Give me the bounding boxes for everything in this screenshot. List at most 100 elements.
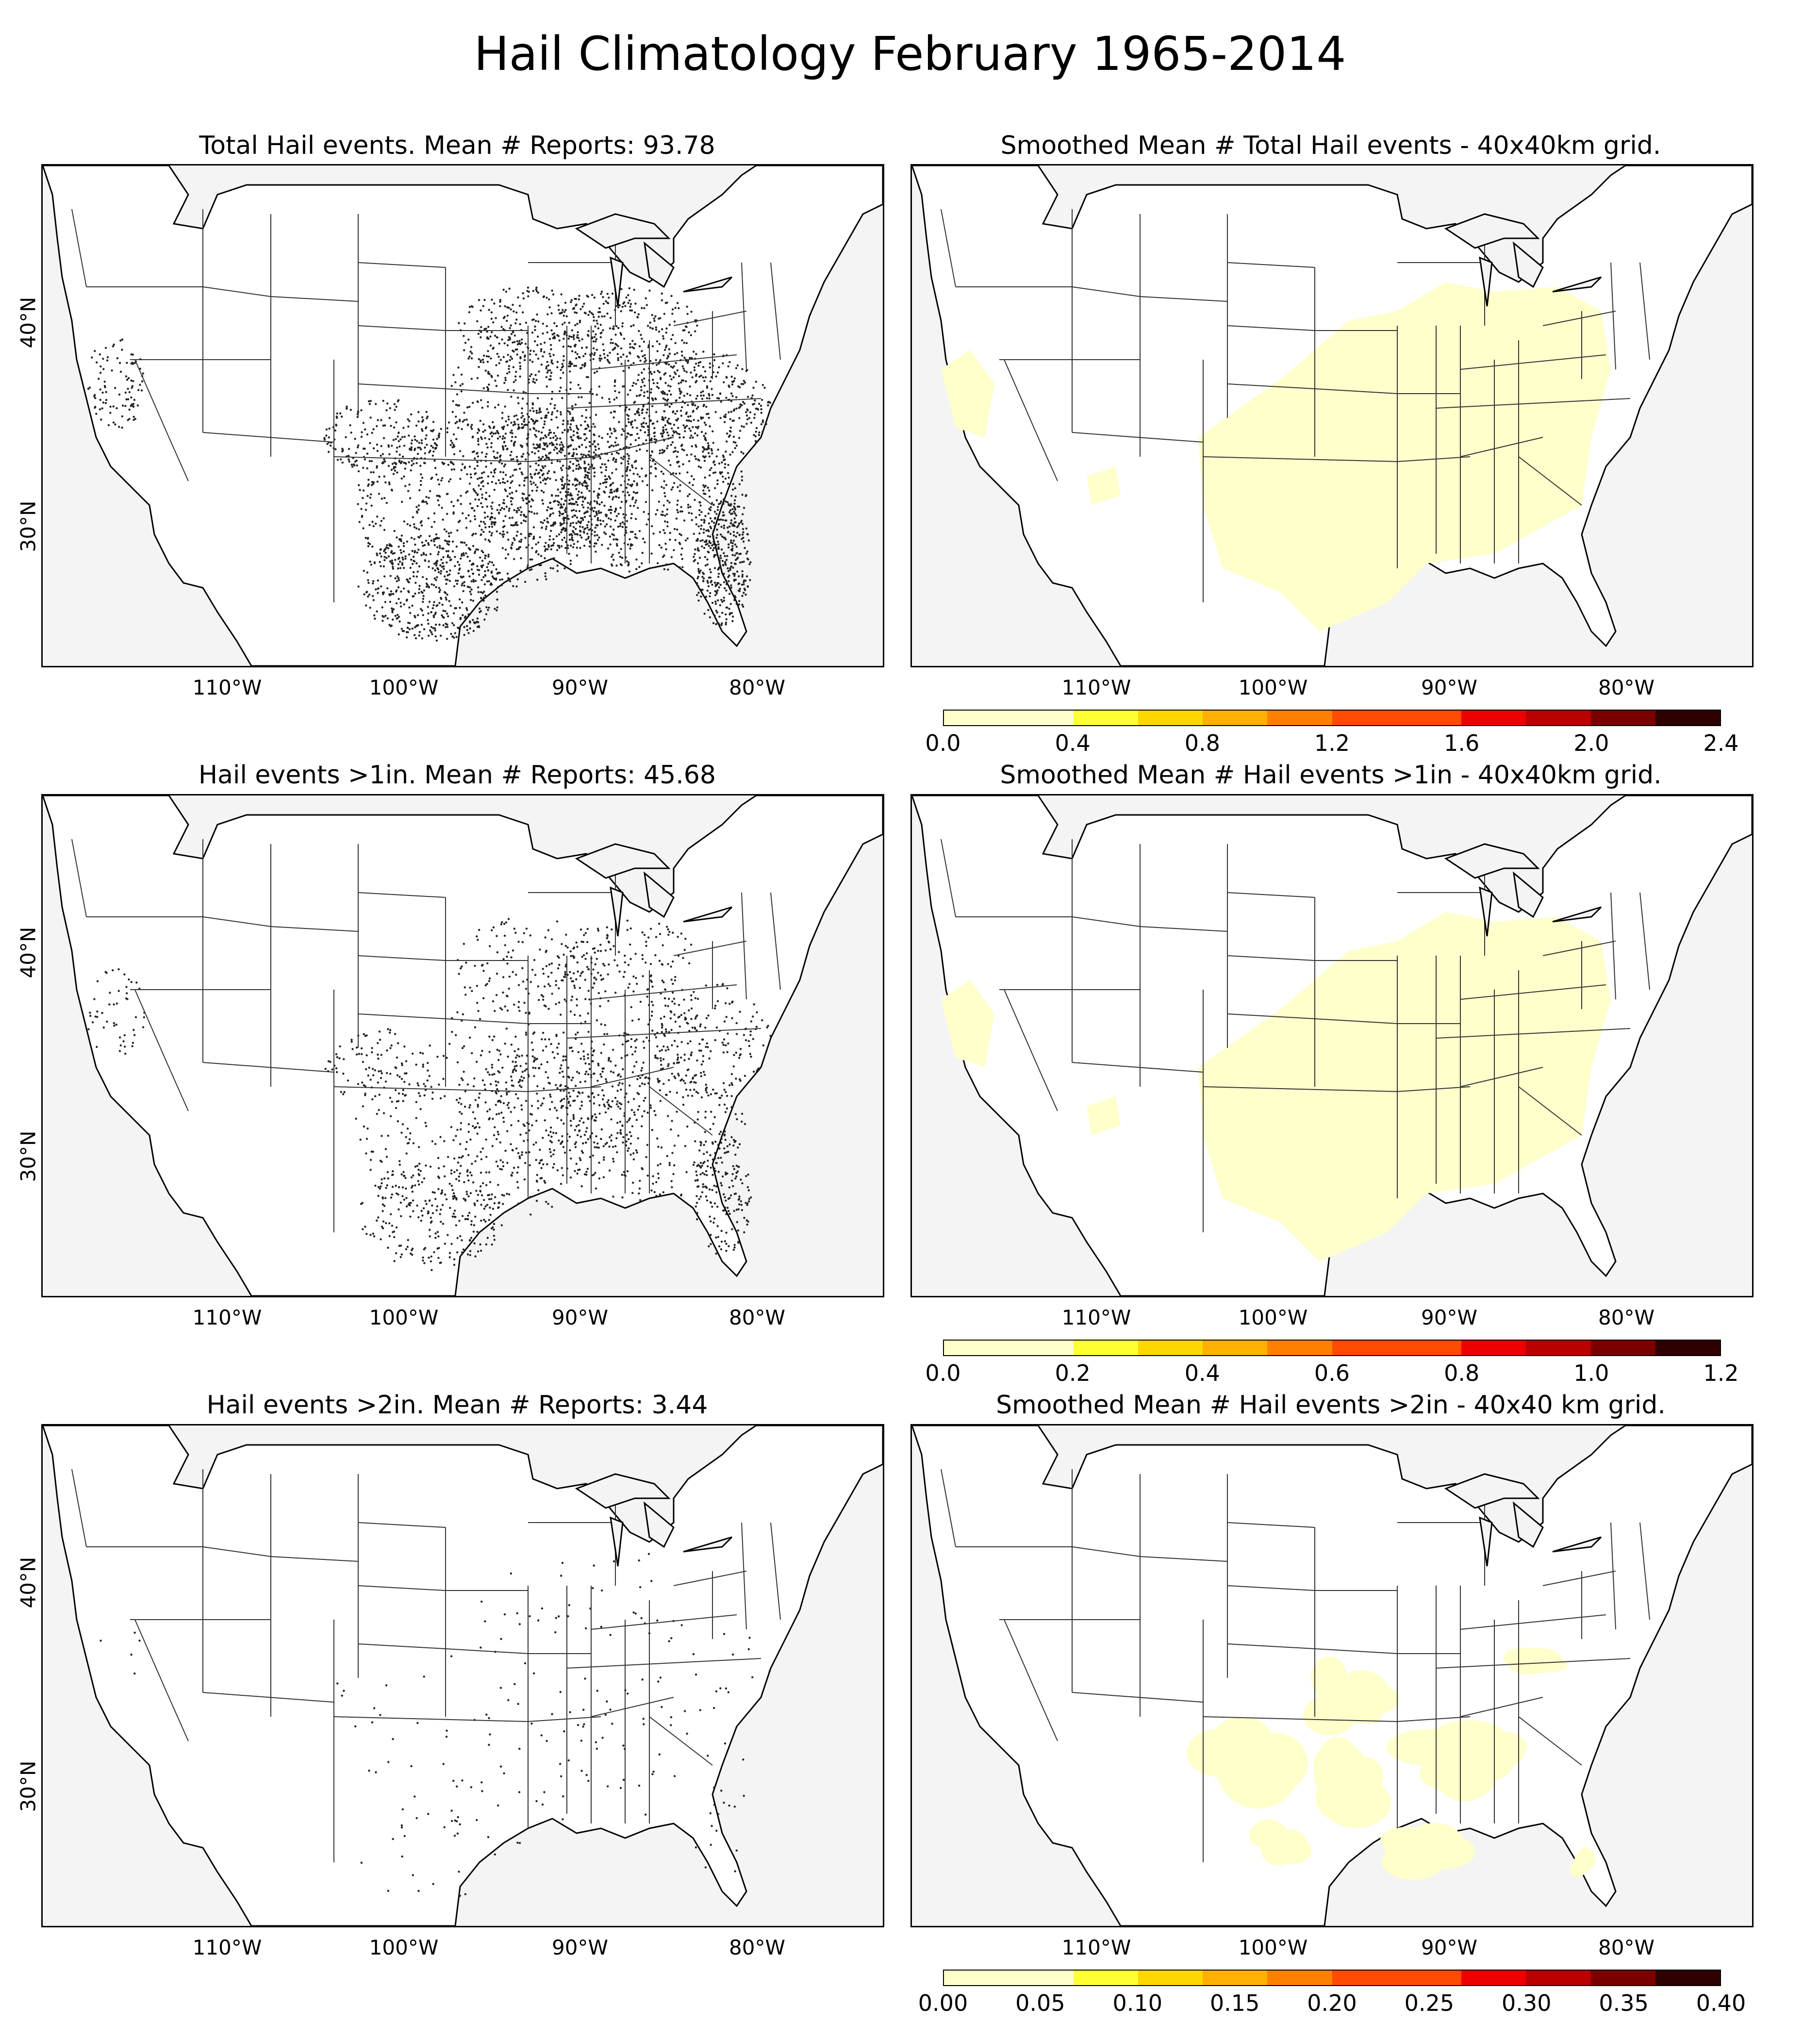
hail-report-point [625, 406, 628, 409]
hail-report-point [581, 484, 584, 487]
state-boundary [741, 262, 747, 370]
hail-report-point [471, 1162, 473, 1165]
hail-report-point [612, 445, 615, 447]
hail-report-point [621, 428, 624, 431]
hail-report-point [357, 585, 360, 588]
hail-report-point [497, 1081, 499, 1083]
hail-report-point [489, 344, 492, 347]
hail-report-point [678, 542, 681, 544]
hail-report-point [757, 408, 760, 411]
hail-report-point [542, 1137, 544, 1139]
hail-report-point [633, 347, 635, 349]
hail-report-point [455, 636, 458, 638]
hail-report-point [568, 538, 571, 541]
hail-report-point [580, 396, 583, 398]
hail-report-point [495, 568, 497, 571]
hail-report-point [653, 371, 656, 373]
hail-report-point [696, 547, 699, 549]
hail-report-point [454, 381, 457, 383]
hail-report-point [689, 357, 691, 359]
hail-report-point [491, 1074, 494, 1076]
hail-report-point [478, 625, 480, 628]
hail-report-point [723, 581, 726, 583]
hail-report-point [495, 364, 497, 366]
hail-report-point [549, 369, 551, 372]
hail-report-point [563, 1122, 565, 1125]
hail-report-point [492, 475, 495, 478]
hail-report-point [741, 479, 744, 481]
hail-report-point [592, 313, 595, 316]
hail-report-point [430, 611, 432, 613]
hail-report-point [673, 528, 676, 530]
hail-report-point [656, 350, 659, 352]
hail-report-point [439, 1097, 442, 1100]
hail-report-point [518, 1155, 521, 1158]
hail-report-point [502, 447, 504, 449]
hail-report-point [438, 602, 441, 604]
hail-report-point [523, 1077, 525, 1079]
hail-report-point [527, 286, 529, 289]
hail-report-point [484, 516, 486, 519]
hail-report-point [470, 346, 473, 348]
hail-report-point [550, 442, 553, 444]
hail-report-point [611, 432, 613, 435]
hail-report-point [94, 406, 97, 408]
hail-report-point [673, 549, 675, 551]
state-boundary [1397, 456, 1471, 462]
hail-report-point [403, 435, 406, 438]
hail-report-point [513, 539, 516, 541]
hail-report-point [403, 587, 405, 590]
hail-report-point [737, 583, 740, 585]
hail-report-point [374, 1095, 377, 1097]
hail-report-point [525, 321, 528, 324]
hail-report-point [598, 307, 601, 310]
hail-report-point [702, 350, 705, 353]
hail-report-point [435, 579, 437, 581]
hail-report-point [125, 398, 128, 400]
hail-report-point [462, 614, 464, 616]
hail-report-point [659, 449, 662, 452]
hail-report-point [544, 1119, 546, 1122]
hail-report-point [579, 525, 581, 528]
hail-report-point [666, 513, 668, 515]
hail-report-point [96, 361, 98, 364]
hail-report-point [503, 437, 506, 439]
hail-report-point [726, 432, 728, 435]
hail-report-point [578, 396, 580, 398]
hail-report-point [669, 531, 671, 534]
hail-report-point [638, 437, 640, 439]
hail-report-point [673, 365, 675, 367]
hail-report-point [577, 428, 579, 431]
hail-report-point [489, 518, 492, 521]
hail-report-point [610, 1134, 613, 1137]
hail-report-point [453, 1157, 456, 1160]
hail-report-point [612, 325, 615, 328]
hail-report-point [409, 612, 412, 614]
hail-report-point [380, 585, 382, 588]
hail-report-point [639, 1077, 642, 1079]
hail-report-point [546, 313, 549, 315]
hail-report-point [726, 1151, 728, 1154]
hail-report-point [450, 439, 452, 442]
hail-report-point [625, 296, 628, 299]
hail-report-point [372, 599, 375, 601]
great-lake [643, 241, 675, 288]
hail-report-point [485, 355, 488, 358]
hail-report-point [615, 397, 618, 399]
hail-report-point [671, 434, 674, 437]
hail-report-point [503, 533, 505, 536]
hail-report-point [706, 543, 709, 545]
hail-report-point [727, 530, 730, 533]
hail-report-point [726, 555, 728, 557]
hail-report-point [491, 526, 494, 528]
hail-report-point [510, 481, 512, 484]
hail-report-point [538, 456, 540, 459]
hail-report-point [487, 371, 490, 373]
hail-report-point [605, 1080, 608, 1083]
hail-report-point [725, 559, 728, 561]
hail-report-point [562, 446, 565, 448]
hail-report-point [406, 540, 409, 543]
hail-report-point [545, 542, 547, 544]
hail-report-point [494, 457, 496, 460]
hail-report-point [551, 444, 554, 447]
